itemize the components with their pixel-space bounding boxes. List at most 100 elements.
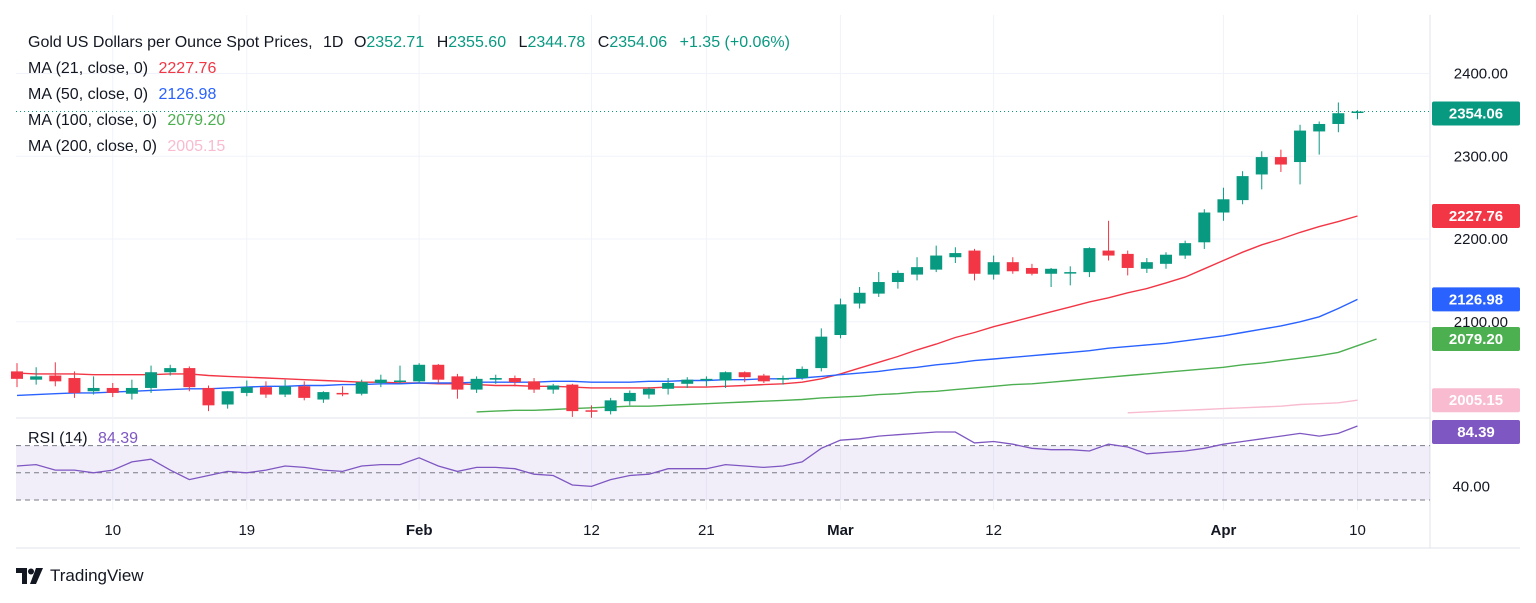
candle[interactable] (547, 383, 560, 394)
indicator-ma50[interactable]: MA (50, close, 0) 2126.98 (28, 82, 798, 108)
candle[interactable] (1045, 267, 1058, 287)
candle[interactable] (1294, 124, 1307, 185)
candle[interactable] (1332, 102, 1345, 133)
candle[interactable] (585, 405, 598, 418)
candle[interactable] (815, 328, 828, 372)
ma-tag-1: 2126.98 (1449, 291, 1503, 308)
candle[interactable] (949, 247, 962, 263)
candle[interactable] (700, 376, 713, 387)
candle-body (1274, 157, 1287, 165)
candle[interactable] (1198, 209, 1211, 249)
candle[interactable] (642, 387, 655, 399)
candle[interactable] (1160, 252, 1172, 269)
candle[interactable] (183, 366, 196, 392)
candle[interactable] (1351, 110, 1364, 120)
candle[interactable] (872, 272, 885, 297)
tradingview-brand[interactable]: TradingView (16, 566, 144, 586)
candle[interactable] (317, 391, 330, 403)
candle[interactable] (738, 371, 751, 383)
candle-body (604, 400, 617, 412)
candle[interactable] (240, 380, 253, 397)
candle[interactable] (623, 390, 636, 406)
candle[interactable] (1025, 263, 1038, 276)
candle[interactable] (413, 363, 426, 383)
candle[interactable] (757, 373, 770, 383)
candle[interactable] (1217, 187, 1230, 221)
candle-body (470, 378, 483, 390)
candle-body (662, 382, 675, 389)
candle[interactable] (834, 298, 847, 339)
candle[interactable] (1102, 220, 1115, 261)
candle[interactable] (987, 255, 1000, 280)
indicator-ma100[interactable]: MA (100, close, 0) 2079.20 (28, 108, 798, 134)
candle[interactable] (87, 376, 100, 395)
ma-line-200 (1127, 399, 1358, 414)
candle[interactable] (259, 381, 272, 398)
candle[interactable] (125, 379, 138, 400)
interval-label: 1D (323, 34, 344, 51)
candle-body (719, 372, 732, 381)
candle[interactable] (202, 385, 215, 412)
indicator-ma200[interactable]: MA (200, close, 0) 2005.15 (28, 134, 798, 160)
candle[interactable] (298, 381, 311, 401)
candle[interactable] (719, 371, 732, 388)
ma-tag-2-bg (1432, 326, 1520, 351)
candle[interactable] (279, 379, 292, 398)
candle[interactable] (11, 363, 23, 388)
candle[interactable] (1140, 258, 1153, 273)
rsi-legend[interactable]: RSI (14) 84.39 (28, 430, 144, 448)
rsi-line (16, 425, 1358, 488)
candle-body (508, 378, 521, 383)
candle[interactable] (566, 383, 579, 417)
candle[interactable] (49, 362, 62, 387)
candle[interactable] (432, 363, 445, 383)
candle-body (642, 388, 655, 395)
candle-body (451, 376, 464, 390)
indicator-ma21[interactable]: MA (21, close, 0) 2227.76 (28, 56, 798, 82)
brand-name: TradingView (50, 566, 144, 585)
candle[interactable] (1179, 240, 1192, 259)
candle[interactable] (394, 365, 406, 384)
candle[interactable] (355, 379, 368, 396)
candle[interactable] (1255, 151, 1268, 190)
candle[interactable] (30, 367, 43, 385)
candle[interactable] (508, 375, 521, 387)
candle[interactable] (1236, 171, 1249, 205)
candle[interactable] (145, 365, 158, 393)
candle[interactable] (662, 378, 675, 395)
candle[interactable] (1064, 266, 1077, 286)
candle[interactable] (528, 378, 541, 393)
candle[interactable] (106, 382, 119, 398)
candle-body (1313, 123, 1326, 132)
candle[interactable] (1121, 250, 1134, 276)
candle[interactable] (1274, 149, 1287, 172)
candle[interactable] (777, 375, 789, 385)
time-tick-label: Mar (827, 522, 854, 539)
candle-body (259, 387, 272, 395)
candle[interactable] (968, 248, 981, 281)
candle[interactable] (336, 386, 349, 397)
time-tick-label: Apr (1211, 522, 1237, 539)
candle[interactable] (1083, 247, 1096, 278)
candle[interactable] (930, 245, 943, 273)
candle[interactable] (911, 257, 924, 281)
candle[interactable] (604, 397, 617, 415)
candle[interactable] (853, 286, 866, 309)
candle[interactable] (489, 374, 502, 384)
candle[interactable] (1006, 257, 1019, 274)
candle-body (1160, 254, 1172, 264)
candle[interactable] (681, 377, 694, 388)
candle[interactable] (470, 376, 483, 393)
candle[interactable] (68, 371, 81, 398)
candle[interactable] (1313, 121, 1326, 155)
candle-body (1140, 262, 1153, 269)
candle[interactable] (374, 374, 387, 388)
candle[interactable] (891, 270, 904, 289)
time-tick-label: 12 (985, 522, 1002, 539)
candle[interactable] (164, 364, 177, 376)
candle[interactable] (796, 366, 809, 380)
high-key: H (436, 34, 449, 51)
candle[interactable] (221, 391, 234, 409)
candle[interactable] (451, 373, 464, 399)
